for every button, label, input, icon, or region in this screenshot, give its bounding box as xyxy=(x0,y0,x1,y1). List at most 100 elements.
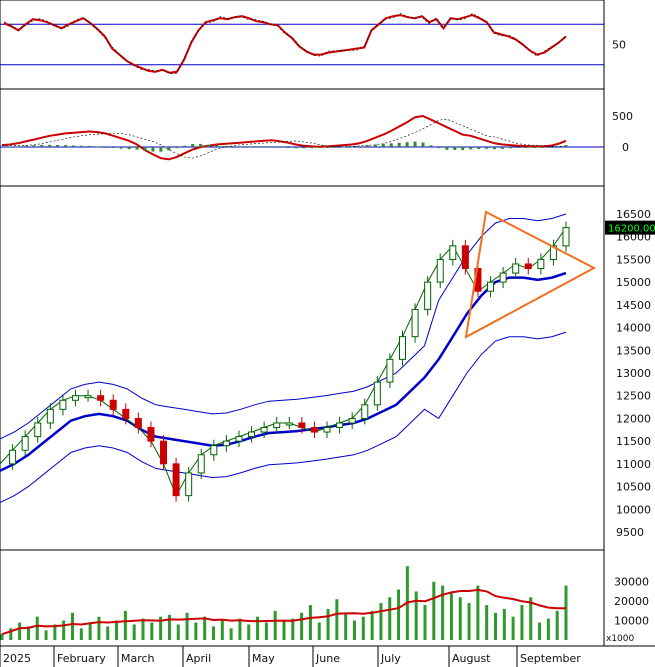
price-tick-label-6: 13500 xyxy=(616,344,651,357)
volume-bar-54 xyxy=(476,585,480,640)
volume-bar-14 xyxy=(123,610,127,640)
candle-body-5 xyxy=(59,399,67,410)
macd-hist-bar-71 xyxy=(564,145,568,147)
macd-panel xyxy=(0,88,605,187)
month-label-4: May xyxy=(252,652,275,665)
volume-bar-22 xyxy=(194,622,198,640)
macd-hist-bar-23 xyxy=(183,145,187,147)
rsi-signal-line-0 xyxy=(3,13,567,74)
volume-bar-4 xyxy=(35,616,39,640)
volume-bar-25 xyxy=(220,620,224,640)
macd-hist-bar-30 xyxy=(238,146,242,148)
candle-body-39 xyxy=(487,281,495,292)
volume-bar-43 xyxy=(379,603,383,640)
candle-body-26 xyxy=(323,427,331,433)
macd-hist-bar-47 xyxy=(373,144,377,147)
macd-hist-bar-36 xyxy=(286,147,290,148)
volume-bar-55 xyxy=(485,605,489,640)
month-label-8: September xyxy=(520,652,581,665)
volume-bar-47 xyxy=(414,591,418,640)
macd-tick-label-1: 0 xyxy=(622,141,629,154)
month-label-3: April xyxy=(186,652,211,665)
volume-bar-5 xyxy=(44,630,48,640)
macd-hist-bar-5 xyxy=(40,144,44,147)
rsi-line-0 xyxy=(3,14,567,74)
price-tick-label-14: 9500 xyxy=(616,526,644,539)
candle-body-34 xyxy=(424,281,432,310)
candle-body-19 xyxy=(235,436,243,442)
price-tick-label-7: 13000 xyxy=(616,367,651,380)
macd-hist-bar-2 xyxy=(16,146,20,148)
volume-bar-63 xyxy=(555,610,559,640)
volume-bar-33 xyxy=(291,618,295,640)
macd-hist-bar-10 xyxy=(79,145,83,147)
volume-bar-27 xyxy=(238,618,242,640)
candle-body-1 xyxy=(9,449,17,465)
macd-hist-bar-33 xyxy=(262,146,266,148)
macd-hist-bar-20 xyxy=(159,147,163,152)
volume-bar-9 xyxy=(79,628,83,640)
month-label-2: March xyxy=(121,652,155,665)
macd-hist-bar-65 xyxy=(516,147,520,148)
month-label-0: 2025 xyxy=(3,652,31,665)
candle-body-17 xyxy=(210,445,218,456)
macd-hist-bar-12 xyxy=(95,146,99,148)
macd-hist-bar-21 xyxy=(167,147,171,151)
macd-hist-bar-27 xyxy=(214,145,218,147)
macd-hist-bar-51 xyxy=(405,142,409,147)
macd-hist-bar-45 xyxy=(357,146,361,148)
macd-hist-bar-46 xyxy=(365,145,369,147)
candle-body-24 xyxy=(298,422,306,429)
month-label-6: July xyxy=(380,652,401,665)
price-tick-label-3: 15000 xyxy=(616,276,651,289)
macd-hist-bar-49 xyxy=(389,143,393,147)
macd-hist-bar-7 xyxy=(56,145,60,147)
macd-hist-bar-17 xyxy=(135,147,139,150)
volume-tick-label-1: 20000 xyxy=(614,595,649,608)
price-tick-label-10: 11500 xyxy=(616,435,651,448)
macd-hist-bar-63 xyxy=(500,147,504,149)
volume-bar-36 xyxy=(317,622,321,640)
volume-bar-28 xyxy=(247,624,251,640)
macd-hist-bar-40 xyxy=(318,147,322,148)
volume-bar-61 xyxy=(538,622,542,640)
volume-bar-8 xyxy=(71,612,74,640)
macd-hist-bar-29 xyxy=(230,146,234,148)
volume-bar-19 xyxy=(167,614,171,640)
volume-bar-1 xyxy=(9,628,13,640)
volume-bar-60 xyxy=(529,597,533,640)
volume-bar-48 xyxy=(423,605,427,640)
month-label-1: February xyxy=(57,652,106,665)
price-tick-label-5: 14000 xyxy=(616,322,651,335)
volume-bar-16 xyxy=(141,618,145,640)
candle-body-33 xyxy=(411,308,419,338)
macd-hist-bar-28 xyxy=(222,145,226,147)
candle-body-8 xyxy=(97,395,105,401)
volume-bar-6 xyxy=(53,624,57,640)
volume-bar-62 xyxy=(546,618,550,640)
macd-hist-bar-42 xyxy=(334,146,338,148)
candle-body-22 xyxy=(273,422,281,429)
macd-hist-bar-18 xyxy=(143,147,147,151)
volume-ma-line xyxy=(1,588,566,636)
candle-body-31 xyxy=(386,358,394,383)
volume-bar-64 xyxy=(564,585,568,640)
candle-body-12 xyxy=(147,427,155,442)
volume-bar-39 xyxy=(344,612,348,640)
macd-hist-bar-44 xyxy=(350,146,354,148)
macd-tick-label-0: 500 xyxy=(612,110,633,123)
candle-body-3 xyxy=(34,422,42,438)
volume-bar-59 xyxy=(520,605,524,640)
macd-hist-bar-60 xyxy=(477,147,481,150)
candle-body-37 xyxy=(461,245,469,270)
volume-bar-57 xyxy=(502,608,506,640)
macd-hist-bar-19 xyxy=(151,147,155,152)
volume-bar-29 xyxy=(256,616,260,640)
volume-bar-11 xyxy=(97,616,101,640)
volume-bar-23 xyxy=(203,616,207,640)
rsi-panel xyxy=(0,0,605,90)
candle-body-29 xyxy=(361,404,369,419)
macd-signal-line xyxy=(2,118,566,159)
volume-bar-0 xyxy=(0,634,4,640)
